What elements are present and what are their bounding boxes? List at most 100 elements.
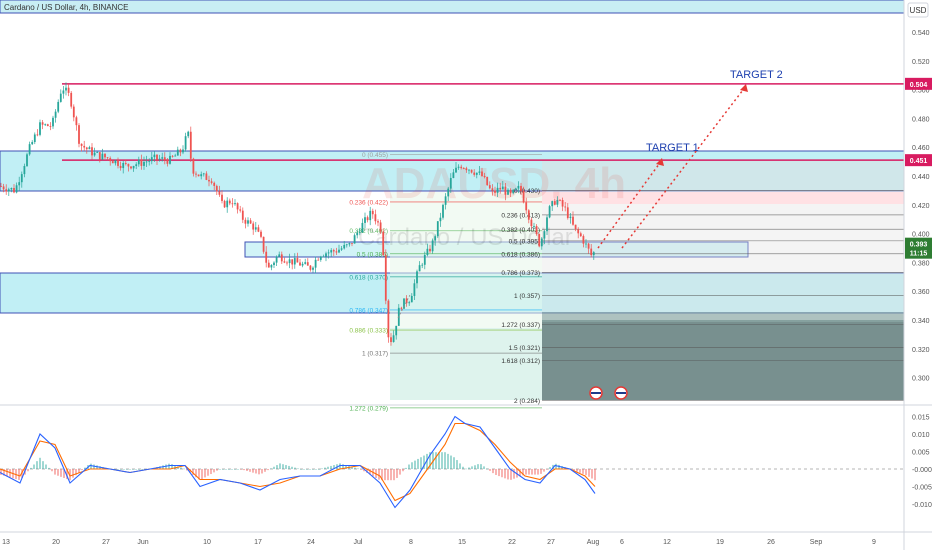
candle-body	[226, 200, 229, 208]
macd-histogram-bar	[342, 464, 344, 469]
candle-body	[509, 189, 512, 194]
candle-body	[319, 256, 322, 260]
candle-body	[304, 262, 307, 264]
time-tick-label: 24	[307, 539, 315, 546]
time-tick-label: 15	[458, 539, 466, 546]
candle-body	[46, 124, 49, 127]
macd-histogram-bar	[120, 469, 122, 470]
candle-body	[356, 232, 359, 236]
macd-tick-label: -0.005	[912, 485, 932, 492]
macd-histogram-bar	[474, 465, 476, 469]
candle-body	[33, 134, 36, 143]
fib-left-label: 0.5 (0.386)	[357, 251, 388, 258]
candle-body	[213, 182, 216, 186]
candle-body	[96, 152, 99, 153]
candle-body	[338, 249, 340, 253]
macd-histogram-bar	[267, 469, 269, 471]
candle-body	[538, 234, 541, 247]
macd-histogram-bar	[321, 468, 323, 470]
candle-body	[317, 259, 320, 261]
macd-indicator	[0, 415, 904, 509]
macd-histogram-bar	[165, 464, 167, 469]
candle-body	[153, 154, 156, 158]
candle-body	[257, 227, 260, 232]
candle-body	[325, 253, 327, 257]
fib-left-label: 0.886 (0.333)	[349, 328, 388, 335]
macd-histogram-bar	[93, 464, 95, 469]
macd-histogram-bar	[552, 464, 554, 469]
macd-histogram-bar	[261, 469, 263, 474]
candle-body	[23, 166, 26, 175]
candle-body	[111, 161, 114, 164]
arrow-to-target-2	[621, 85, 747, 249]
price-tick-label: 0.420	[912, 203, 930, 210]
macd-histogram-bar	[378, 469, 380, 480]
macd-histogram-bar	[279, 463, 281, 469]
event-markers[interactable]	[589, 386, 628, 400]
macd-histogram-bar	[69, 469, 71, 481]
macd-histogram-bar	[456, 460, 458, 469]
macd-histogram-bar	[45, 464, 47, 469]
candle-body	[322, 256, 325, 258]
candle-body	[478, 171, 481, 173]
macd-histogram-bar	[54, 469, 56, 475]
candle-body	[150, 157, 153, 162]
macd-histogram-bar	[411, 462, 413, 469]
macd-histogram-bar	[207, 469, 209, 476]
target-lines	[62, 83, 904, 161]
macd-histogram-bar	[297, 468, 299, 470]
price-tick-label: 0.540	[912, 30, 930, 37]
macd-histogram-bar	[501, 469, 503, 478]
macd-histogram-bar	[3, 469, 5, 476]
candle-body	[306, 262, 309, 266]
time-tick-label: 26	[767, 539, 775, 546]
candle-body	[569, 216, 572, 219]
macd-histogram-bar	[546, 469, 548, 470]
candle-body	[590, 248, 593, 256]
candle-body	[470, 169, 473, 173]
macd-histogram-bar	[117, 469, 119, 470]
candle-body	[416, 271, 418, 284]
candle-body	[366, 217, 369, 221]
macd-histogram-bar	[291, 466, 293, 469]
candle-body	[561, 200, 564, 207]
macd-histogram-bar	[72, 469, 74, 478]
candle-body	[49, 126, 52, 127]
arrow-head-icon	[656, 158, 664, 166]
candle-body	[361, 222, 364, 233]
macd-histogram-bar	[129, 469, 131, 470]
macd-tick-label: -0.010	[912, 502, 932, 509]
candle-body	[439, 217, 442, 222]
candle-body	[400, 307, 403, 309]
macd-histogram-bar	[222, 469, 224, 470]
macd-histogram-bar	[405, 467, 407, 469]
macd-histogram-bar	[84, 467, 86, 469]
macd-histogram-bar	[333, 465, 335, 469]
macd-histogram-bar	[0, 469, 2, 475]
candle-body	[20, 174, 23, 183]
currency-box[interactable]	[907, 2, 929, 18]
macd-histogram-bar	[489, 469, 491, 471]
candle-body	[301, 263, 304, 266]
candle-body	[312, 267, 314, 270]
macd-histogram-bar	[171, 464, 173, 469]
candle-body	[223, 200, 226, 208]
candle-body	[377, 221, 379, 223]
candle-body	[132, 165, 135, 169]
macd-histogram-bar	[198, 469, 200, 480]
candle-body	[122, 162, 125, 169]
candle-body	[335, 251, 338, 253]
macd-histogram-bar	[543, 469, 545, 472]
target-2-label[interactable]: TARGET 2	[730, 69, 783, 81]
time-tick-label: Sep	[810, 539, 823, 546]
candle-body	[184, 136, 187, 150]
macd-histogram-bar	[585, 469, 587, 476]
candle-body	[452, 172, 455, 178]
watermark-symbol: ADAUSD, 4h	[362, 159, 626, 208]
target-1-label[interactable]: TARGET 1	[646, 142, 699, 154]
time-tick-label: Jul	[354, 539, 363, 546]
time-tick-label: 13	[2, 539, 10, 546]
macd-histogram-bar	[369, 469, 371, 475]
price-badge	[905, 77, 932, 90]
price-tick-label: 0.300	[912, 376, 930, 383]
